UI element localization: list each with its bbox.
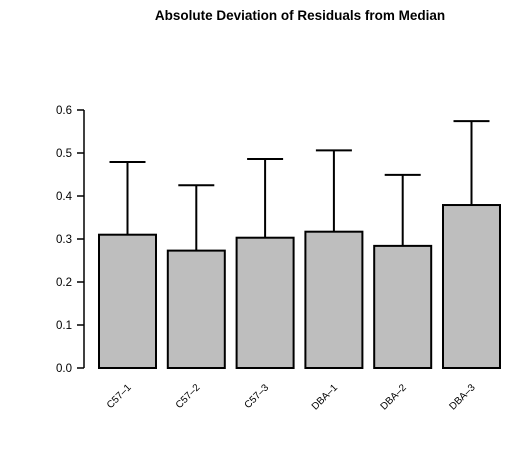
y-tick-label: 0.1 <box>56 320 72 332</box>
y-tick-label: 0.6 <box>56 105 72 117</box>
chart-title: Absolute Deviation of Residuals from Med… <box>155 8 445 23</box>
x-tick-label: C57–1 <box>105 382 134 411</box>
y-tick-label: 0.3 <box>56 234 72 246</box>
x-axis-labels: C57–1 C57–2 C57–3 DBA–1 DBA–2 DBA–3 <box>105 382 478 412</box>
bar <box>373 244 433 370</box>
bar <box>98 233 157 369</box>
bar <box>304 230 364 369</box>
bars <box>98 204 501 370</box>
y-tick-label: 0.5 <box>56 148 72 160</box>
y-tick-label: 0.4 <box>56 191 73 203</box>
y-tick-label: 0.2 <box>56 277 72 289</box>
x-tick-label: DBA–1 <box>310 382 340 412</box>
x-tick-label: DBA–3 <box>447 382 477 412</box>
bar <box>442 204 501 369</box>
bar <box>235 236 295 369</box>
y-tick-label: 0.0 <box>56 363 72 375</box>
x-tick-label: C57–3 <box>243 382 272 411</box>
x-tick-label: C57–2 <box>174 382 203 411</box>
x-tick-label: DBA–2 <box>379 382 409 412</box>
error-bars <box>109 120 490 251</box>
bar <box>166 249 226 369</box>
y-axis: 0.0 0.1 0.2 0.3 0.4 0.5 0.6 <box>56 105 85 375</box>
